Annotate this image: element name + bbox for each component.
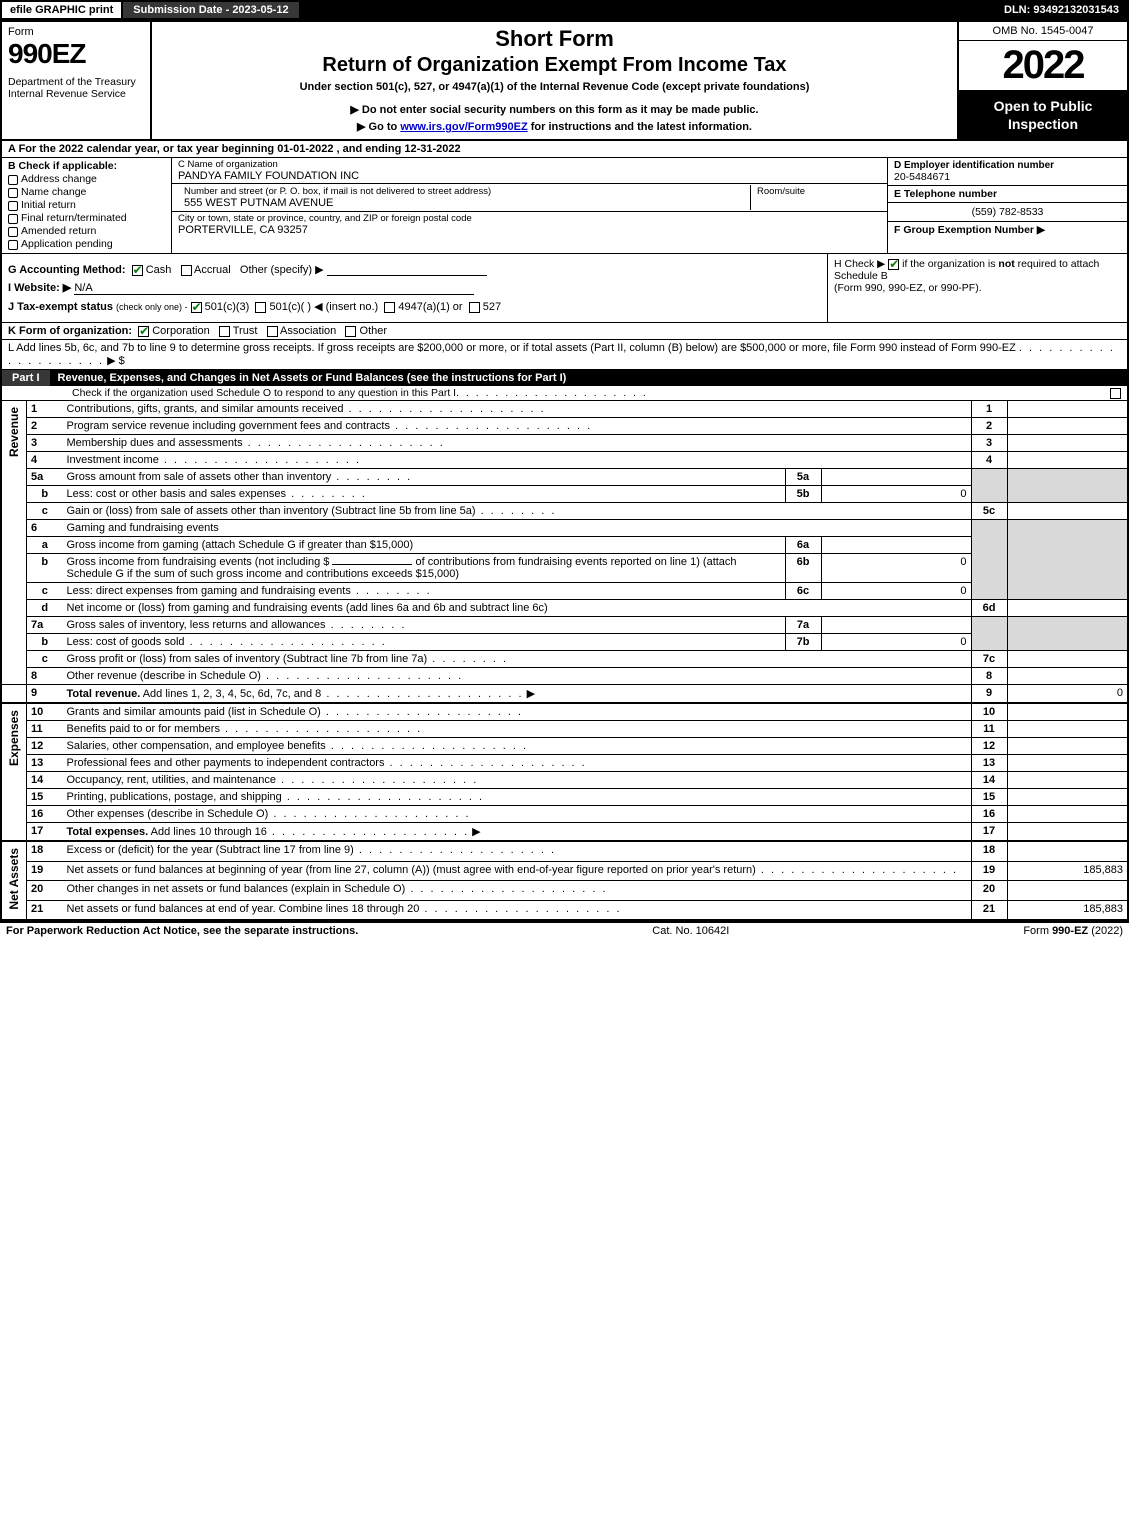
chk-initial-return[interactable]: Initial return bbox=[8, 199, 165, 211]
group-exemption: F Group Exemption Number ▶ bbox=[888, 222, 1127, 238]
section-g-through-j: G Accounting Method: Cash Accrual Other … bbox=[2, 254, 1127, 323]
tax-year: 2022 bbox=[959, 41, 1127, 91]
line-i: I Website: ▶ N/A bbox=[8, 281, 821, 295]
chk-501c3[interactable] bbox=[191, 302, 202, 313]
top-bar: efile GRAPHIC print Submission Date - 20… bbox=[0, 0, 1129, 20]
part1-label: Part I bbox=[2, 370, 50, 386]
chk-other-org[interactable] bbox=[345, 326, 356, 337]
room-suite-label: Room/suite bbox=[751, 185, 881, 210]
chk-527[interactable] bbox=[469, 302, 480, 313]
ein-value: 20-5484671 bbox=[894, 171, 1121, 183]
f-label: F Group Exemption Number ▶ bbox=[894, 224, 1045, 236]
chk-schedule-o[interactable] bbox=[1110, 388, 1121, 399]
net-assets-table: Net Assets 18Excess or (deficit) for the… bbox=[2, 840, 1127, 919]
row-k: K Form of organization: Corporation Trus… bbox=[2, 323, 1127, 340]
b-label: B Check if applicable: bbox=[8, 160, 165, 172]
city-block: City or town, state or province, country… bbox=[172, 212, 887, 237]
header-right: OMB No. 1545-0047 2022 Open to Public In… bbox=[957, 22, 1127, 139]
part1-header: Part I Revenue, Expenses, and Changes in… bbox=[2, 370, 1127, 386]
net-assets-side-label: Net Assets bbox=[2, 841, 27, 919]
link-pre: ▶ Go to bbox=[357, 121, 400, 133]
part1-sub: Check if the organization used Schedule … bbox=[2, 386, 1127, 401]
website-value: N/A bbox=[74, 282, 92, 294]
header-left: Form 990EZ Department of the Treasury In… bbox=[2, 22, 152, 139]
phone-label-block: E Telephone number bbox=[888, 186, 1127, 203]
line-g: G Accounting Method: Cash Accrual Other … bbox=[8, 263, 821, 276]
footer-cat-no: Cat. No. 10642I bbox=[358, 925, 1023, 937]
val-21: 185,883 bbox=[1007, 900, 1127, 919]
row-a-tax-year: A For the 2022 calendar year, or tax yea… bbox=[2, 141, 1127, 158]
org-name-block: C Name of organization PANDYA FAMILY FOU… bbox=[172, 158, 887, 184]
chk-trust[interactable] bbox=[219, 326, 230, 337]
form-label: Form bbox=[8, 26, 144, 38]
l-arrow: ▶ $ bbox=[107, 355, 125, 367]
form-header: Form 990EZ Department of the Treasury In… bbox=[2, 22, 1127, 141]
line-j: J Tax-exempt status (check only one) - 5… bbox=[8, 300, 821, 313]
val-7b: 0 bbox=[821, 634, 971, 651]
street-label: Number and street (or P. O. box, if mail… bbox=[184, 186, 744, 197]
section-b-through-f: B Check if applicable: Address change Na… bbox=[2, 158, 1127, 254]
title-return: Return of Organization Exempt From Incom… bbox=[158, 54, 951, 77]
page-footer: For Paperwork Reduction Act Notice, see … bbox=[0, 921, 1129, 939]
chk-cash[interactable] bbox=[132, 265, 143, 276]
footer-right: Form 990-EZ (2022) bbox=[1023, 925, 1123, 937]
chk-501c[interactable] bbox=[255, 302, 266, 313]
goto-link-line: ▶ Go to www.irs.gov/Form990EZ for instru… bbox=[158, 120, 951, 133]
chk-4947[interactable] bbox=[384, 302, 395, 313]
phone-label: E Telephone number bbox=[894, 188, 997, 200]
val-6b: 0 bbox=[821, 554, 971, 583]
ein-block: D Employer identification number 20-5484… bbox=[888, 158, 1127, 186]
col-b-checkboxes: B Check if applicable: Address change Na… bbox=[2, 158, 172, 253]
form-outer: Form 990EZ Department of the Treasury In… bbox=[0, 20, 1129, 921]
form-code: 990EZ bbox=[8, 38, 144, 70]
val-9: 0 bbox=[1007, 685, 1127, 703]
expenses-table: Expenses 10Grants and similar amounts pa… bbox=[2, 702, 1127, 840]
revenue-table: Revenue 1 Contributions, gifts, grants, … bbox=[2, 401, 1127, 702]
link-post: for instructions and the latest informat… bbox=[528, 121, 752, 133]
department-label: Department of the Treasury Internal Reve… bbox=[8, 76, 144, 100]
org-name: PANDYA FAMILY FOUNDATION INC bbox=[178, 170, 881, 182]
omb-number: OMB No. 1545-0047 bbox=[959, 22, 1127, 41]
ein-label: D Employer identification number bbox=[894, 160, 1121, 171]
city-label: City or town, state or province, country… bbox=[178, 213, 881, 224]
col-d-e-f: D Employer identification number 20-5484… bbox=[887, 158, 1127, 253]
chk-address-change[interactable]: Address change bbox=[8, 173, 165, 185]
footer-left: For Paperwork Reduction Act Notice, see … bbox=[6, 925, 358, 937]
open-to-public: Open to Public Inspection bbox=[959, 91, 1127, 139]
chk-h[interactable] bbox=[888, 259, 899, 270]
chk-name-change[interactable]: Name change bbox=[8, 186, 165, 198]
street-value: 555 WEST PUTNAM AVENUE bbox=[184, 197, 744, 209]
street-row: Number and street (or P. O. box, if mail… bbox=[172, 184, 887, 212]
org-name-label: C Name of organization bbox=[178, 159, 881, 170]
irs-link[interactable]: www.irs.gov/Form990EZ bbox=[400, 121, 527, 133]
city-value: PORTERVILLE, CA 93257 bbox=[178, 224, 881, 236]
title-short-form: Short Form bbox=[158, 26, 951, 52]
part1-title: Revenue, Expenses, and Changes in Net As… bbox=[50, 370, 1127, 386]
chk-application-pending[interactable]: Application pending bbox=[8, 238, 165, 250]
col-gj-left: G Accounting Method: Cash Accrual Other … bbox=[2, 254, 827, 322]
dln-label: DLN: 93492132031543 bbox=[994, 2, 1129, 18]
revenue-side-label: Revenue bbox=[2, 401, 27, 685]
val-5b: 0 bbox=[821, 486, 971, 503]
efile-print-button[interactable]: efile GRAPHIC print bbox=[0, 0, 123, 20]
chk-accrual[interactable] bbox=[181, 265, 192, 276]
val-6c: 0 bbox=[821, 583, 971, 600]
ssn-warning: ▶ Do not enter social security numbers o… bbox=[158, 103, 951, 116]
h-text3: (Form 990, 990-EZ, or 990-PF). bbox=[834, 282, 982, 294]
chk-corporation[interactable] bbox=[138, 326, 149, 337]
phone-value: (559) 782-8533 bbox=[888, 203, 1127, 222]
l-text: L Add lines 5b, 6c, and 7b to line 9 to … bbox=[8, 342, 1016, 354]
chk-amended-return[interactable]: Amended return bbox=[8, 225, 165, 237]
row-l: L Add lines 5b, 6c, and 7b to line 9 to … bbox=[2, 340, 1127, 370]
submission-date: Submission Date - 2023-05-12 bbox=[123, 2, 298, 18]
title-sub: Under section 501(c), 527, or 4947(a)(1)… bbox=[158, 81, 951, 93]
header-mid: Short Form Return of Organization Exempt… bbox=[152, 22, 957, 139]
val-19: 185,883 bbox=[1007, 861, 1127, 880]
chk-association[interactable] bbox=[267, 326, 278, 337]
col-c-org-info: C Name of organization PANDYA FAMILY FOU… bbox=[172, 158, 887, 253]
expenses-side-label: Expenses bbox=[2, 703, 27, 840]
col-h: H Check ▶ if the organization is not req… bbox=[827, 254, 1127, 322]
chk-final-return[interactable]: Final return/terminated bbox=[8, 212, 165, 224]
